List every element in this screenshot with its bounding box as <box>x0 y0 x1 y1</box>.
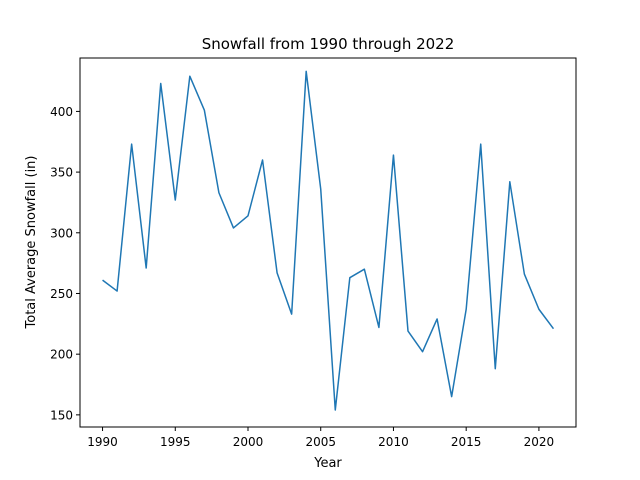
x-tick-label: 2000 <box>233 435 264 449</box>
axes-frame <box>79 57 577 428</box>
y-ticks: 150 200 250 300 350 400 <box>50 105 80 422</box>
x-tick-label: 2020 <box>524 435 555 449</box>
series-line-0 <box>102 70 555 411</box>
x-axis-label: Year <box>313 456 342 471</box>
x-tick-label: 2005 <box>305 435 336 449</box>
x-tick-label: 2010 <box>378 435 409 449</box>
y-tick-label: 400 <box>50 105 73 119</box>
chart-title: Snowfall from 1990 through 2022 <box>202 35 455 53</box>
y-tick-label: 250 <box>50 287 73 301</box>
y-tick-label: 200 <box>50 348 73 362</box>
y-tick-label: 300 <box>50 226 73 240</box>
x-tick-label: 2015 <box>451 435 482 449</box>
x-tick-label: 1990 <box>87 435 118 449</box>
x-ticks: 1990 1995 2000 2005 2010 2015 2020 <box>87 427 554 449</box>
y-tick-label: 350 <box>50 166 73 180</box>
series-layer <box>102 70 555 411</box>
x-tick-label: 1995 <box>160 435 191 449</box>
y-tick-label: 150 <box>50 408 73 422</box>
y-axis-label: Total Average Snowfall (in) <box>24 156 39 330</box>
